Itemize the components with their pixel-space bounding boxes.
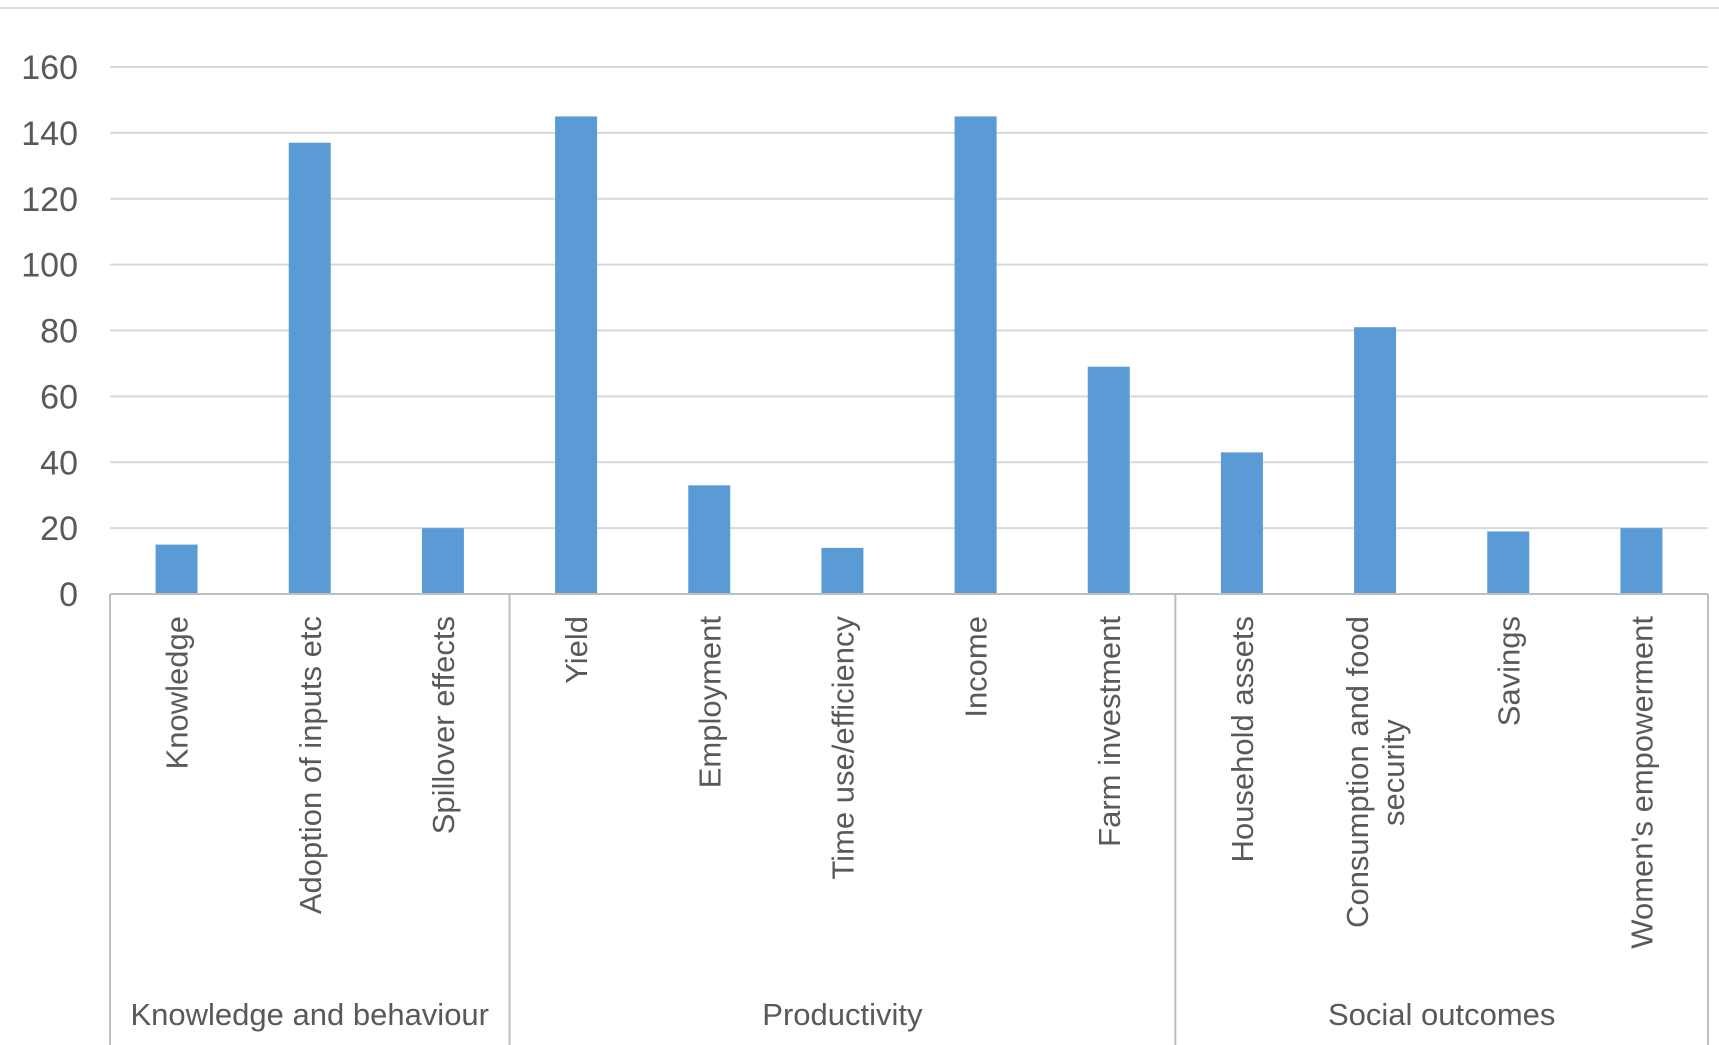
x-tick-label: Employment: [692, 616, 727, 789]
bar: [1354, 327, 1397, 594]
x-tick-label-line: Farm investment: [1092, 616, 1127, 847]
y-tick-label: 160: [21, 49, 78, 87]
y-tick-label: 60: [40, 378, 78, 416]
bar: [421, 528, 464, 594]
x-tick-label-line: Knowledge: [160, 616, 195, 769]
bar: [155, 544, 198, 594]
bar: [688, 485, 731, 594]
gridlines: [110, 66, 1708, 530]
category-labels: Knowledge Adoption of inputs etc Spillover…: [160, 616, 1660, 949]
x-tick-label-line: Spillover effects: [426, 616, 461, 834]
x-tick-label-line: Adoption of inputs etc: [293, 616, 328, 914]
group-label: Social outcomes: [1328, 997, 1555, 1032]
x-tick-label-line: Women's empowerment: [1624, 616, 1659, 949]
y-tick-label: 20: [40, 510, 78, 548]
y-tick-label: 80: [40, 313, 78, 351]
y-tick-label: 0: [59, 576, 78, 614]
bar: [1487, 531, 1530, 594]
y-tick-label: 40: [40, 444, 78, 482]
bar: [1220, 452, 1263, 594]
y-tick-label: 120: [21, 181, 78, 219]
bar: [1620, 528, 1663, 594]
y-tick-label: 100: [21, 247, 78, 285]
y-tick-label: 140: [21, 115, 78, 153]
x-tick-label: Yield: [559, 616, 594, 684]
x-tick-label: Adoption of inputs etc: [293, 616, 328, 914]
x-tick-label-line: Time use/efficiency: [825, 616, 860, 880]
group-label: Productivity: [762, 997, 923, 1032]
bar: [1087, 366, 1130, 594]
x-tick-label: Income: [959, 616, 994, 718]
x-axis: [109, 593, 1709, 1045]
bar: [954, 116, 997, 594]
x-tick-label: Household assets: [1225, 616, 1260, 862]
bar: [288, 142, 331, 594]
x-tick-label: Savings: [1491, 616, 1526, 726]
x-tick-label: Spillover effects: [426, 616, 461, 834]
x-tick-label-line: Consumption and food: [1340, 616, 1375, 928]
group-label: Knowledge and behaviour: [131, 997, 490, 1032]
bar: [821, 547, 864, 594]
x-tick-label-line: Yield: [559, 616, 594, 684]
bar: [555, 116, 598, 594]
x-tick-label: Consumption and food security: [1340, 616, 1411, 928]
x-tick-label-line: Income: [959, 616, 994, 718]
x-tick-label: Knowledge: [160, 616, 195, 769]
x-tick-label: Women's empowerment: [1624, 616, 1659, 949]
x-tick-label: Farm investment: [1092, 616, 1127, 847]
y-axis-tick-labels: 0 20 40 60 80 100 120 140 160: [21, 49, 78, 614]
x-tick-label-line: Household assets: [1225, 616, 1260, 862]
x-tick-label: Time use/efficiency: [825, 616, 860, 880]
x-tick-label-line: Savings: [1491, 616, 1526, 726]
group-labels: Knowledge and behaviour Productivity Socia…: [131, 997, 1556, 1032]
bars: [155, 116, 1663, 594]
x-tick-label-line: security: [1376, 719, 1411, 826]
x-tick-label-line: Employment: [692, 616, 727, 789]
